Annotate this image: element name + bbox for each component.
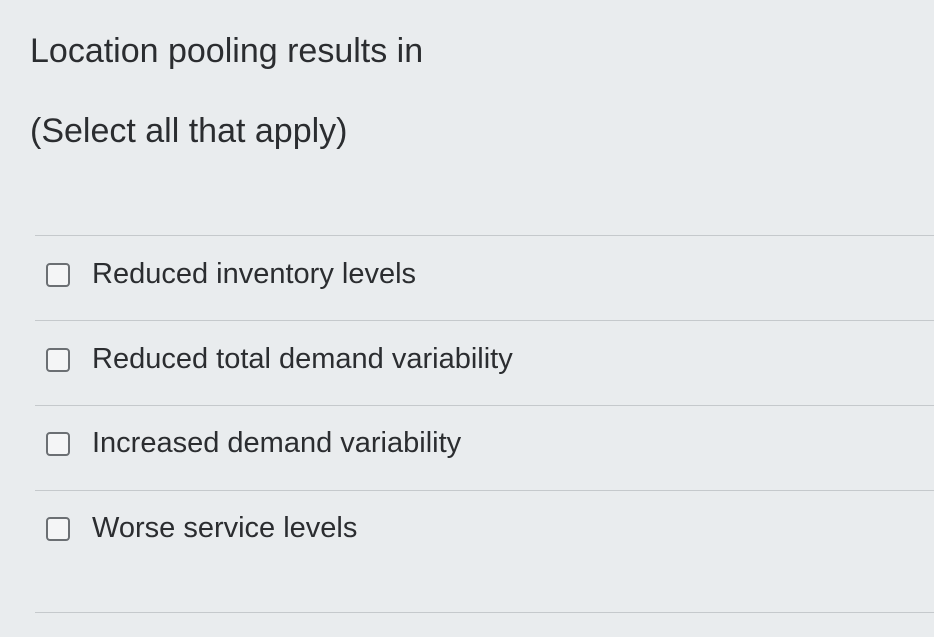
divider bbox=[35, 405, 934, 406]
option-label: Increased demand variability bbox=[92, 427, 462, 459]
option-increased-variability[interactable]: Increased demand variability bbox=[46, 427, 461, 460]
option-label: Reduced inventory levels bbox=[92, 258, 417, 290]
divider bbox=[35, 320, 934, 321]
question-text: Location pooling results in bbox=[30, 32, 424, 70]
option-reduced-total-variability[interactable]: Reduced total demand variability bbox=[46, 343, 513, 376]
checkbox[interactable] bbox=[46, 516, 70, 541]
divider bbox=[35, 235, 934, 236]
option-worse-service[interactable]: Worse service levels bbox=[46, 512, 357, 545]
divider bbox=[35, 490, 934, 491]
option-reduced-inventory[interactable]: Reduced inventory levels bbox=[46, 258, 416, 291]
checkbox[interactable] bbox=[46, 431, 70, 456]
divider bbox=[35, 612, 934, 613]
option-label: Reduced total demand variability bbox=[92, 343, 513, 375]
checkbox[interactable] bbox=[46, 347, 70, 372]
checkbox[interactable] bbox=[46, 262, 70, 287]
option-label: Worse service levels bbox=[92, 512, 358, 544]
instruction-text: (Select all that apply) bbox=[30, 112, 348, 150]
